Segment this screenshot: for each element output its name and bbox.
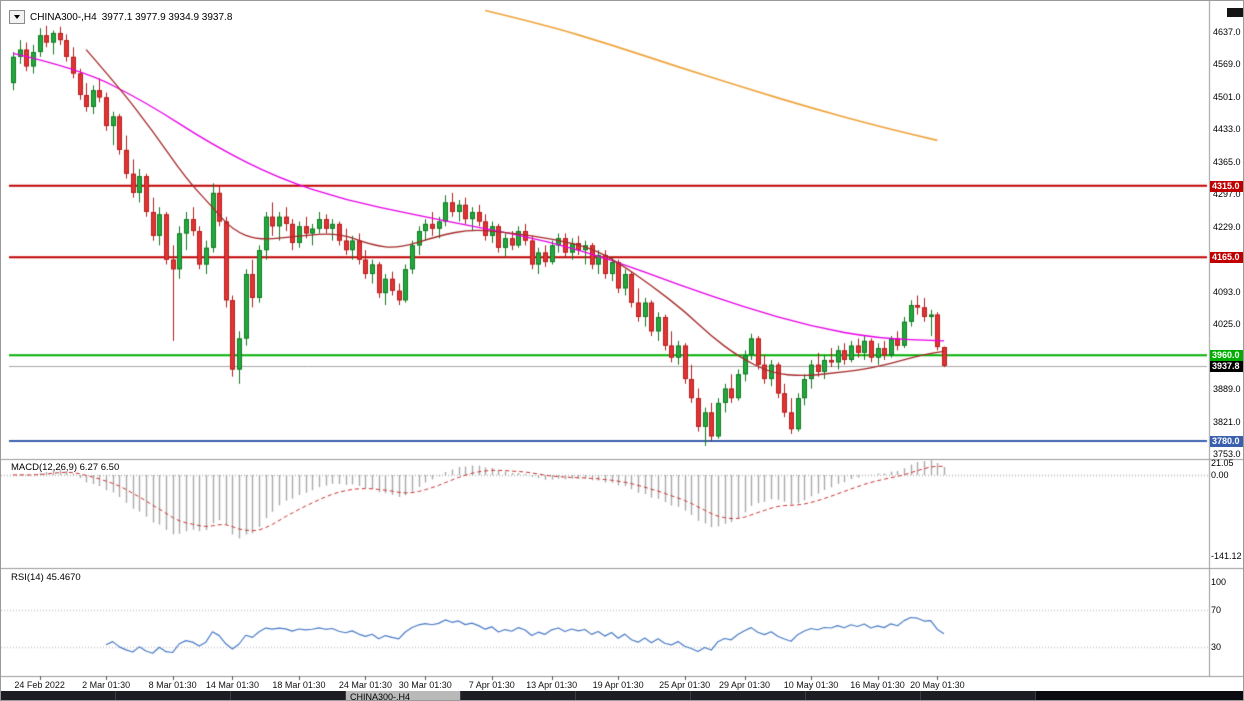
price-axis-label: 3821.0 [1213, 416, 1241, 427]
price-level-tag[interactable]: 4315.0 [1210, 180, 1243, 192]
price-axis-label: 4637.0 [1213, 27, 1241, 37]
indicator-axis-label: 0.00 [1211, 470, 1229, 480]
price-axis-label: 4569.0 [1213, 59, 1241, 70]
price-axis-label: 4093.0 [1213, 286, 1241, 297]
indicator-axis-label: -141.12 [1211, 551, 1242, 562]
ohlc-label: 3977.1 3977.9 3934.9 3937.8 [101, 11, 233, 23]
indicator-axis-label: 30 [1211, 642, 1222, 653]
price-level-tag[interactable]: 3960.0 [1210, 350, 1243, 362]
time-axis-label: 2 Mar 01:30 [82, 680, 131, 690]
price-axis-label: 4365.0 [1213, 156, 1241, 167]
time-axis-label: 24 Mar 01:30 [338, 680, 392, 690]
time-axis-label: 30 Mar 01:30 [398, 680, 452, 690]
indicator-axis-label: 21.05 [1211, 457, 1234, 468]
chart-tab[interactable] [576, 691, 691, 700]
time-axis-label: 29 Apr 01:30 [718, 680, 771, 690]
price-axis-label: 4025.0 [1213, 319, 1241, 330]
price-axis-label: 4297.0 [1213, 189, 1241, 200]
time-axis-label: 24 Feb 2022 [14, 680, 65, 690]
chart-tab[interactable] [461, 691, 576, 700]
chart-tab[interactable] [806, 691, 921, 700]
price-axis-label: 4501.0 [1213, 91, 1241, 102]
price-level-tag[interactable]: 4165.0 [1210, 252, 1243, 264]
chart-tab[interactable] [1, 691, 116, 700]
time-axis-label: 14 Mar 01:30 [205, 680, 259, 690]
time-axis-label: 13 Apr 01:30 [526, 680, 578, 690]
indicator-axis-label: 70 [1211, 604, 1222, 615]
chart-tab[interactable] [691, 691, 806, 700]
time-axis-label: 20 May 01:30 [910, 680, 965, 690]
price-level-tag[interactable]: 3780.0 [1210, 436, 1243, 448]
time-axis-label: 7 Apr 01:30 [468, 680, 515, 690]
time-axis-label: 19 Apr 01:30 [592, 680, 644, 690]
time-axis-label: 10 May 01:30 [783, 680, 839, 690]
time-axis-label: 8 Mar 01:30 [148, 680, 197, 690]
chart-tab[interactable] [116, 691, 231, 700]
chart-tab[interactable]: CHINA300-,H4 [346, 691, 461, 700]
price-axis-label: 4433.0 [1213, 124, 1241, 135]
price-axis-label: 3889.0 [1213, 384, 1241, 395]
time-axis-label: 25 Apr 01:30 [659, 680, 711, 690]
indicator-axis-label: 100 [1211, 577, 1227, 587]
corner-marker [1227, 8, 1243, 17]
price-axis-label: 3753.0 [1213, 449, 1241, 459]
bottom-tab-bar: CHINA300-,H4 [1, 691, 1243, 700]
one-click-trading-button[interactable] [9, 10, 25, 24]
time-axis-label: 16 May 01:30 [850, 680, 905, 690]
macd-indicator-label: MACD(12,26,9) 6.27 6.50 [11, 462, 120, 473]
current-price-tag: 3937.8 [1210, 360, 1243, 372]
chart-tab[interactable] [231, 691, 346, 700]
rsi-indicator-label: RSI(14) 45.4670 [11, 572, 81, 583]
chart-tab[interactable] [921, 691, 1036, 700]
symbol-label: CHINA300-,H4 [30, 11, 97, 23]
time-axis-label: 18 Mar 01:30 [272, 680, 326, 690]
chevron-down-icon [14, 15, 20, 19]
price-axis-label: 4229.0 [1213, 221, 1241, 232]
chart-header: CHINA300-,H4 3977.1 3977.9 3934.9 3937.8 [9, 10, 232, 24]
